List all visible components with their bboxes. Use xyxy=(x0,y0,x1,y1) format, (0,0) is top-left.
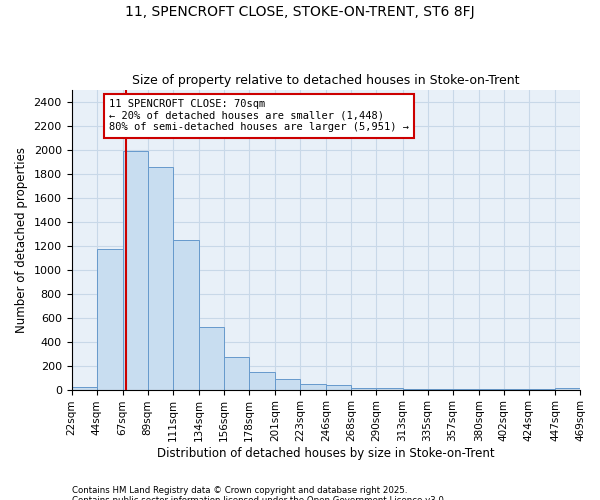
Bar xyxy=(376,388,403,390)
Y-axis label: Number of detached properties: Number of detached properties xyxy=(15,146,28,332)
Bar xyxy=(224,356,249,390)
Title: Size of property relative to detached houses in Stoke-on-Trent: Size of property relative to detached ho… xyxy=(132,74,520,87)
Bar xyxy=(300,384,326,390)
Bar xyxy=(173,240,199,390)
Bar xyxy=(97,249,123,390)
Bar xyxy=(71,386,97,390)
Bar xyxy=(249,372,275,390)
Bar xyxy=(148,167,173,390)
Bar xyxy=(275,379,300,390)
Bar xyxy=(326,384,352,390)
Text: 11 SPENCROFT CLOSE: 70sqm
← 20% of detached houses are smaller (1,448)
80% of se: 11 SPENCROFT CLOSE: 70sqm ← 20% of detac… xyxy=(109,99,409,132)
Text: 11, SPENCROFT CLOSE, STOKE-ON-TRENT, ST6 8FJ: 11, SPENCROFT CLOSE, STOKE-ON-TRENT, ST6… xyxy=(125,5,475,19)
Text: Contains HM Land Registry data © Crown copyright and database right 2025.: Contains HM Land Registry data © Crown c… xyxy=(72,486,407,495)
Bar xyxy=(555,388,580,390)
X-axis label: Distribution of detached houses by size in Stoke-on-Trent: Distribution of detached houses by size … xyxy=(157,447,494,460)
Bar xyxy=(123,152,148,390)
Text: Contains public sector information licensed under the Open Government Licence v3: Contains public sector information licen… xyxy=(72,496,446,500)
Bar xyxy=(199,327,224,390)
Bar xyxy=(352,388,376,390)
